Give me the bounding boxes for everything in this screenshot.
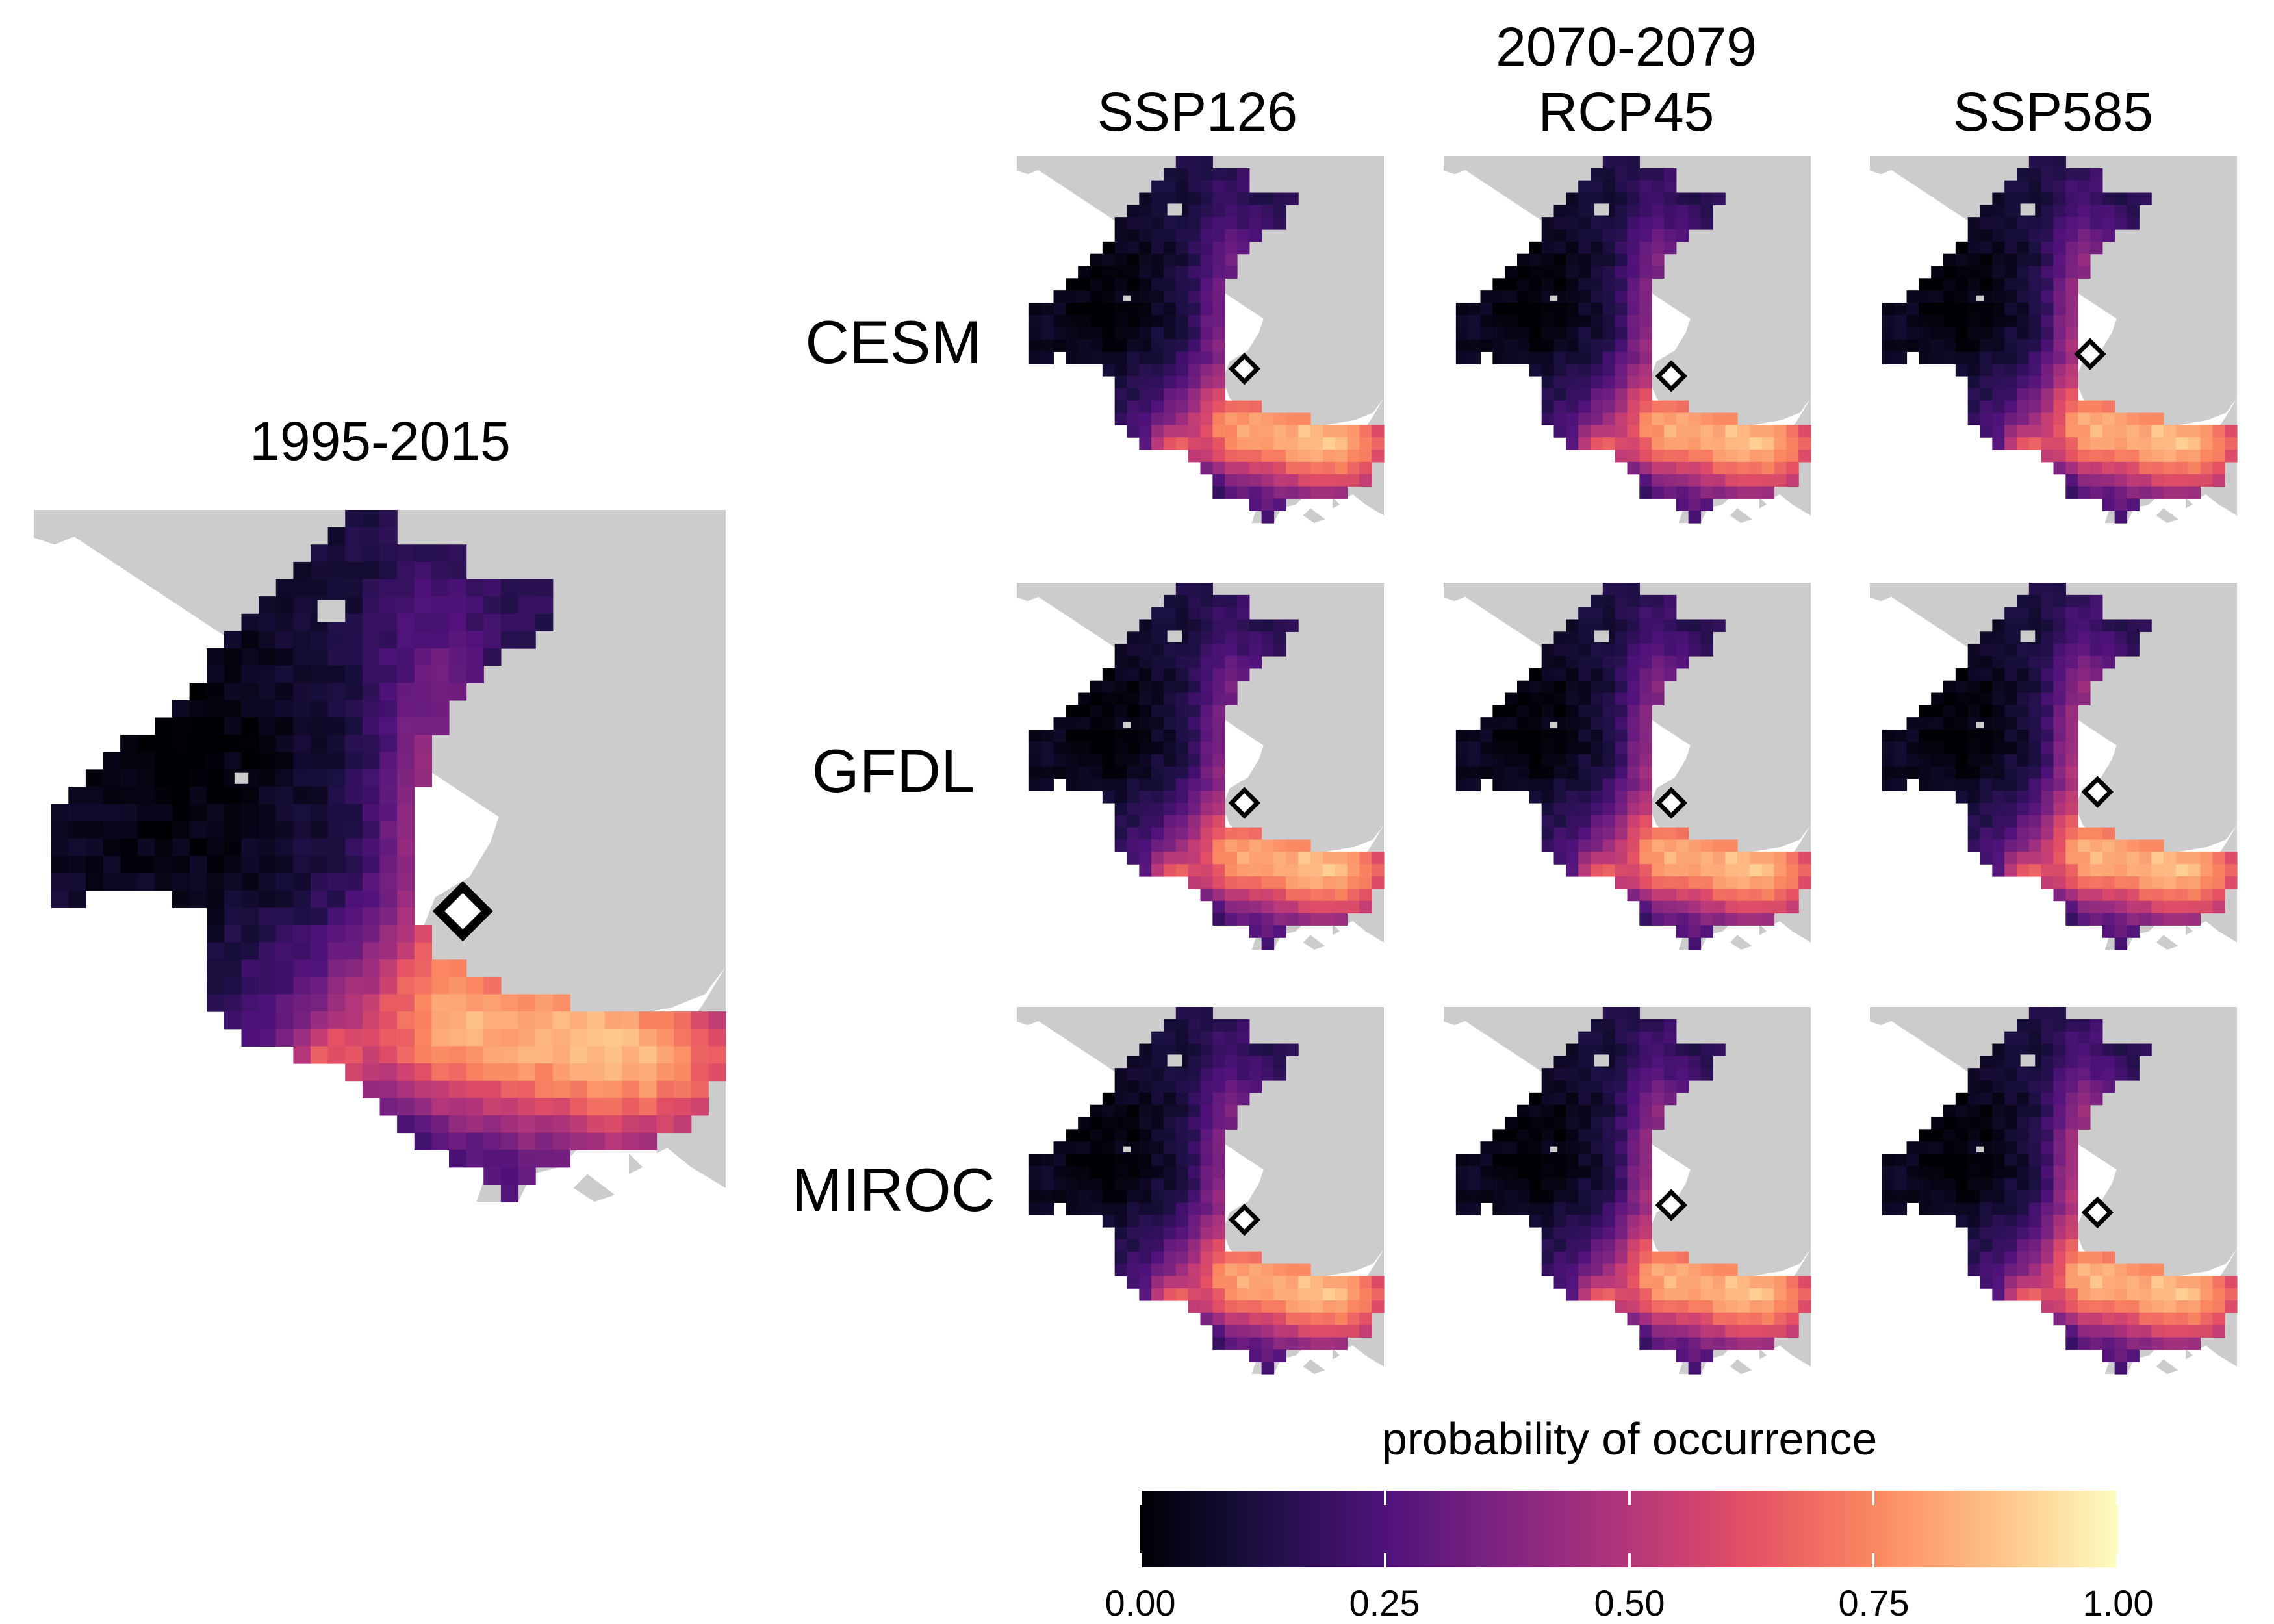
- column-header-rcp45: RCP45: [1538, 81, 1715, 142]
- legend-tick-4: 1.00: [2082, 1582, 2154, 1623]
- station-marker: [1228, 787, 1260, 819]
- projection-period-title: 2070-2079: [1496, 16, 1757, 77]
- legend-tick-1: 0.25: [1349, 1582, 1420, 1623]
- colorbar: [1140, 1491, 2119, 1567]
- row-header-miroc: MIROC: [791, 1156, 995, 1224]
- panel-gfdl-ssp126: [1017, 583, 1385, 950]
- panel-cesm-ssp585: [1870, 156, 2238, 524]
- station-marker: [2081, 776, 2114, 808]
- station-marker: [2081, 1196, 2114, 1229]
- projection-grid: [1017, 156, 2238, 1375]
- panel-miroc-ssp126: [1017, 1007, 1385, 1375]
- legend-tick-3: 0.75: [1838, 1582, 1910, 1623]
- station-marker: [1228, 1204, 1260, 1236]
- column-header-ssp126: SSP126: [1097, 81, 1298, 142]
- panel-gfdl-rcp45: [1444, 583, 1811, 950]
- baseline-title: 1995-2015: [249, 411, 511, 472]
- station-marker: [1655, 360, 1687, 392]
- baseline-map: [34, 510, 726, 1202]
- legend-title: probability of occurrence: [1381, 1414, 1878, 1464]
- panel-miroc-ssp585: [1870, 1007, 2238, 1375]
- column-header-ssp585: SSP585: [1952, 81, 2154, 142]
- station-marker: [1655, 1189, 1687, 1221]
- station-marker: [1655, 787, 1687, 819]
- station-marker: [1228, 353, 1260, 385]
- station-marker: [2074, 338, 2106, 370]
- panel-cesm-rcp45: [1444, 156, 1811, 524]
- legend-tick-2: 0.50: [1594, 1582, 1665, 1623]
- panel-cesm-ssp126: [1017, 156, 1385, 524]
- panel-gfdl-ssp585: [1870, 583, 2238, 950]
- row-header-cesm: CESM: [805, 308, 982, 376]
- panel-miroc-rcp45: [1444, 1007, 1811, 1375]
- station-marker: [432, 881, 493, 942]
- row-header-gfdl: GFDL: [811, 737, 975, 805]
- legend-tick-0: 0.00: [1105, 1582, 1176, 1623]
